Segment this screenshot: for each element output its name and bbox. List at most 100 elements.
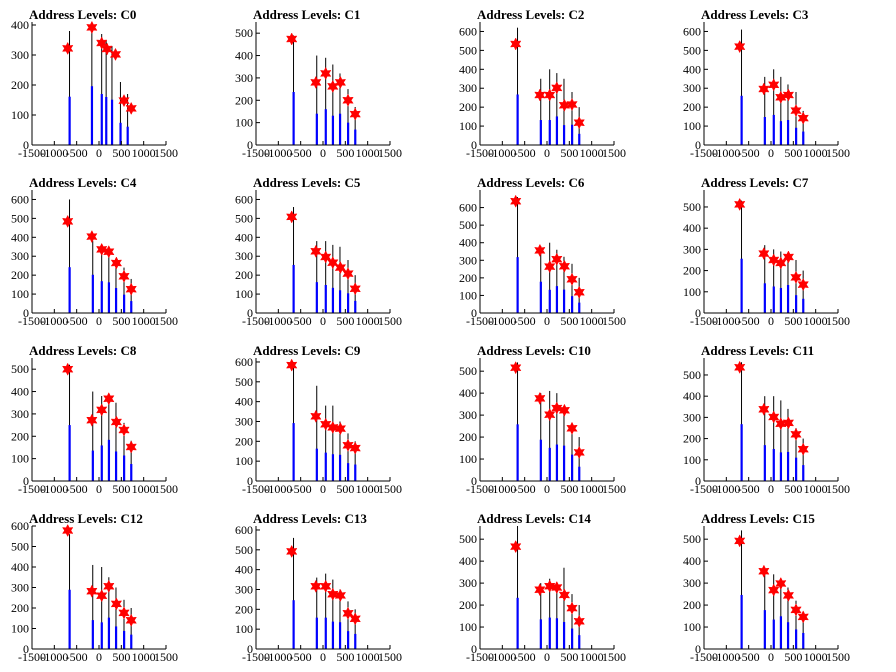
- x-tick-label: -500: [66, 314, 88, 328]
- x-tick-label: -1500: [242, 146, 270, 160]
- x-tick-label: -500: [66, 146, 88, 160]
- y-tick-label: 300: [683, 242, 701, 256]
- x-tick-label: 1000: [580, 314, 604, 328]
- bar: [779, 121, 783, 145]
- y-tick-label: 100: [11, 287, 29, 301]
- chart-title: Address Levels: C15: [701, 511, 815, 526]
- chart-title: Address Levels: C11: [701, 343, 814, 358]
- y-tick-label: 100: [11, 622, 29, 636]
- y-tick-label: 100: [11, 108, 29, 122]
- peak-marker: [734, 534, 746, 548]
- y-tick-label: 400: [235, 49, 253, 63]
- y-tick-label: 600: [235, 355, 253, 369]
- y-tick-label: 500: [235, 375, 253, 389]
- peak-marker: [534, 88, 546, 102]
- x-tick-label: 1500: [154, 482, 178, 496]
- x-tick-label: 1000: [580, 482, 604, 496]
- x-tick-label: -1500: [466, 146, 494, 160]
- chart-panel-14: Address Levels: C14-1500-1000-500 0 500 100…: [459, 511, 626, 664]
- y-tick-label: 500: [11, 540, 29, 554]
- x-tick-label: 0: [544, 146, 550, 160]
- chart-panel-12: Address Levels: C12-1500-1000-500 0 500 100…: [11, 511, 178, 664]
- x-tick-label: -1000: [40, 482, 68, 496]
- chart-title: Address Levels: C13: [253, 511, 367, 526]
- chart-title: Address Levels: C0: [29, 7, 136, 22]
- peak-marker: [320, 417, 332, 431]
- peak-marker: [758, 82, 770, 96]
- x-tick-label: 1500: [602, 650, 626, 664]
- x-tick-label: -1000: [712, 314, 740, 328]
- y-tick-label: 100: [235, 454, 253, 468]
- y-tick-label: 400: [459, 554, 477, 568]
- x-tick-label: 500: [336, 482, 354, 496]
- x-tick-label: 1000: [804, 314, 828, 328]
- x-tick-label: 0: [320, 650, 326, 664]
- x-tick-label: 0: [96, 650, 102, 664]
- bar: [90, 86, 94, 145]
- x-tick-label: -500: [738, 314, 760, 328]
- bar: [763, 283, 766, 313]
- peak-marker: [125, 101, 137, 115]
- bar: [105, 97, 108, 145]
- peak-marker: [320, 66, 332, 80]
- y-tick-label: 100: [683, 285, 701, 299]
- y-tick-label: 200: [11, 429, 29, 443]
- chart-title: Address Levels: C8: [29, 343, 137, 358]
- peak-marker: [349, 107, 361, 121]
- peak-marker: [62, 41, 74, 55]
- chart-panel-8: Address Levels: C8-1500-1000-500 0 500 1000…: [11, 343, 178, 496]
- x-tick-label: -1500: [18, 146, 46, 160]
- y-tick-label: 300: [11, 48, 29, 62]
- peak-marker: [510, 194, 522, 208]
- y-tick-label: 500: [683, 368, 701, 382]
- x-tick-label: -1000: [40, 146, 68, 160]
- x-tick-label: 1500: [154, 314, 178, 328]
- bar: [740, 95, 743, 145]
- peak-marker: [551, 580, 563, 595]
- y-tick-label: 600: [235, 192, 253, 206]
- x-tick-label: 0: [544, 482, 550, 496]
- y-tick-label: 300: [459, 576, 477, 590]
- x-tick-label: 500: [112, 146, 130, 160]
- peak-marker: [349, 441, 361, 455]
- y-tick-label: 600: [235, 523, 253, 537]
- y-tick-label: 500: [683, 532, 701, 546]
- peak-marker: [534, 243, 546, 257]
- bar: [100, 281, 103, 313]
- x-tick-label: -1500: [242, 650, 270, 664]
- x-tick-label: 0: [768, 314, 774, 328]
- bar: [123, 630, 126, 649]
- bar: [539, 439, 542, 481]
- peak-marker: [96, 403, 108, 417]
- y-tick-label: 0: [23, 642, 29, 656]
- peak-marker: [86, 20, 98, 34]
- y-tick-label: 400: [235, 563, 253, 577]
- x-tick-label: 0: [544, 650, 550, 664]
- bar: [347, 463, 350, 481]
- y-tick-label: 0: [471, 138, 477, 152]
- y-tick-label: 400: [11, 230, 29, 244]
- x-tick-label: -1500: [690, 650, 718, 664]
- bar: [795, 629, 798, 649]
- x-tick-label: -1000: [488, 482, 516, 496]
- peak-marker: [768, 410, 780, 424]
- x-tick-label: 0: [320, 314, 326, 328]
- y-tick-label: 100: [11, 452, 29, 466]
- peak-marker: [96, 36, 108, 50]
- bar: [123, 294, 126, 313]
- bar: [338, 290, 342, 313]
- bar: [786, 120, 790, 145]
- peak-marker: [86, 584, 98, 598]
- bar: [779, 287, 783, 313]
- x-tick-label: 0: [768, 482, 774, 496]
- chart-panel-9: Address Levels: C9-1500-1000-500 0 500 1000…: [235, 343, 402, 496]
- bar: [114, 626, 118, 649]
- bar: [779, 616, 783, 649]
- y-tick-label: 100: [459, 620, 477, 634]
- bar: [130, 301, 133, 313]
- bar: [119, 122, 122, 145]
- y-tick-label: 100: [235, 116, 253, 130]
- y-tick-label: 200: [459, 100, 477, 114]
- x-tick-label: -1000: [488, 650, 516, 664]
- bar: [338, 622, 342, 649]
